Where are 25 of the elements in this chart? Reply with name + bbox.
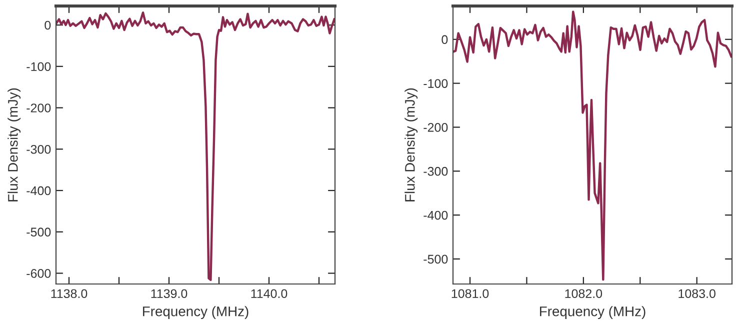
y-axis-title: Flux Density (mJy) xyxy=(8,88,21,202)
line-series xyxy=(56,12,335,281)
x-axis-title: Frequency (MHz) xyxy=(540,306,646,320)
y-tick-label: -400 xyxy=(26,186,51,196)
y-tick-label: -100 xyxy=(424,79,448,88)
x-tick-label: 1139.0 xyxy=(151,289,188,298)
y-tick-label: -100 xyxy=(26,62,51,72)
y-tick-label: -300 xyxy=(424,166,448,176)
x-axis-title: Frequency (MHz) xyxy=(143,306,248,320)
x-tick-label: 1082.0 xyxy=(565,289,602,298)
y-tick-label: 0 xyxy=(442,35,448,44)
y-tick-label: 0 xyxy=(44,20,51,30)
y-tick-label: -600 xyxy=(26,269,51,278)
y-tick-label: -200 xyxy=(26,104,51,112)
y-tick-label: -500 xyxy=(26,228,51,237)
y-tick-label: -300 xyxy=(26,144,51,154)
x-tick-label: 1140.0 xyxy=(251,289,288,298)
x-tick-label: 1083.0 xyxy=(678,289,716,298)
y-tick-label: -200 xyxy=(424,123,448,132)
x-tick-label: 1138.0 xyxy=(51,289,88,298)
y-tick-label: -500 xyxy=(424,254,448,264)
y-axis-title: Flux Density (mJy) xyxy=(404,88,418,202)
line-series xyxy=(453,10,732,281)
x-tick-label: 1081.0 xyxy=(452,289,489,298)
y-tick-label: -400 xyxy=(424,210,448,220)
